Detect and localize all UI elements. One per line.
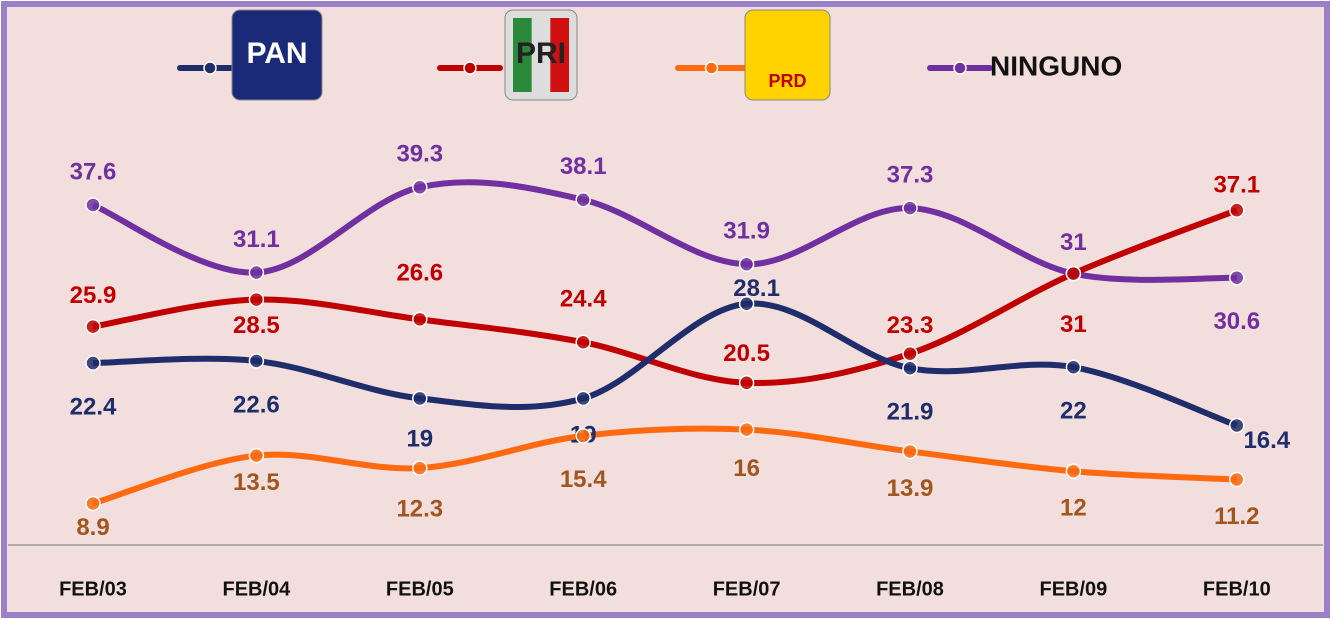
data-label: 38.1 [560, 153, 607, 180]
data-label: 21.9 [887, 399, 934, 426]
legend-logo [744, 9, 831, 101]
logo-green [513, 18, 532, 92]
legend-marker [203, 61, 217, 75]
data-label: 37.6 [70, 158, 117, 185]
x-tick-label: FEB/06 [549, 578, 617, 600]
marker [85, 197, 101, 213]
marker [575, 390, 591, 407]
marker [85, 355, 101, 371]
legend-label: PAN [246, 37, 307, 70]
legend-label: NINGUNO [990, 50, 1122, 81]
marker [1229, 417, 1245, 434]
data-label: 12.3 [396, 495, 443, 522]
marker [1065, 265, 1082, 282]
marker [248, 291, 265, 308]
legend-logo [231, 9, 323, 101]
data-label: 20.5 [723, 340, 770, 367]
legend-label: PRD [768, 71, 806, 91]
marker [412, 311, 428, 328]
marker [248, 264, 265, 281]
legend-label: PRI [516, 37, 566, 70]
marker [1065, 463, 1082, 479]
series-line [91, 179, 1237, 283]
data-label: 13.5 [233, 469, 280, 496]
data-label: 16.4 [1243, 427, 1290, 454]
legend-marker [953, 61, 967, 75]
series-line [92, 425, 1237, 507]
marker [575, 428, 591, 444]
data-label: 11.2 [1214, 503, 1259, 530]
data-label: 13.9 [887, 475, 934, 502]
marker [902, 443, 918, 460]
data-label: 30.6 [1213, 308, 1260, 335]
data-label: 37.1 [1213, 172, 1260, 199]
marker [738, 296, 755, 312]
x-tick-label: FEB/03 [59, 578, 127, 600]
marker [248, 447, 265, 464]
marker [575, 334, 591, 350]
marker [575, 192, 591, 208]
marker [902, 200, 918, 216]
legend-marker [704, 61, 719, 75]
data-label: 22.6 [233, 391, 280, 418]
marker [412, 179, 428, 196]
data-label: 28.1 [733, 275, 780, 302]
data-label: 26.6 [396, 260, 443, 287]
data-label: 31.9 [723, 218, 770, 245]
data-label: 28.5 [233, 312, 280, 339]
marker [412, 390, 428, 407]
data-label: 15.4 [560, 466, 607, 493]
data-label: 31 [1060, 229, 1087, 256]
marker [738, 256, 755, 272]
marker [902, 360, 918, 376]
marker [738, 421, 755, 438]
marker [412, 460, 428, 476]
x-tick-label: FEB/07 [713, 578, 781, 600]
data-label: 31.1 [233, 226, 280, 253]
marker [902, 345, 918, 362]
data-label: 37.3 [887, 161, 934, 188]
data-label: 19 [406, 426, 433, 453]
marker [85, 495, 101, 512]
data-label: 22.4 [70, 393, 117, 420]
data-label: 8.9 [76, 514, 109, 541]
data-label: 12 [1060, 495, 1087, 522]
x-tick-label: FEB/09 [1039, 578, 1107, 600]
legend-marker [463, 61, 477, 75]
marker [1229, 202, 1245, 218]
marker [1229, 270, 1245, 286]
data-label: 24.4 [560, 286, 607, 313]
data-label: 31 [1060, 311, 1087, 338]
data-label: 25.9 [70, 282, 117, 309]
data-label: 22 [1060, 398, 1087, 425]
x-tick-label: FEB/10 [1203, 578, 1271, 600]
data-label: 16 [733, 455, 760, 482]
marker [738, 375, 755, 391]
marker [1229, 471, 1245, 488]
series-line [92, 300, 1238, 429]
x-tick-label: FEB/08 [876, 578, 944, 600]
marker [1065, 359, 1082, 375]
marker [85, 318, 101, 335]
data-label: 39.3 [396, 141, 443, 168]
x-tick-label: FEB/04 [222, 578, 291, 600]
marker [248, 353, 265, 369]
data-label: 23.3 [887, 312, 934, 339]
x-tick-label: FEB/05 [386, 578, 454, 600]
series-line [92, 207, 1238, 386]
logo-red [550, 18, 569, 92]
